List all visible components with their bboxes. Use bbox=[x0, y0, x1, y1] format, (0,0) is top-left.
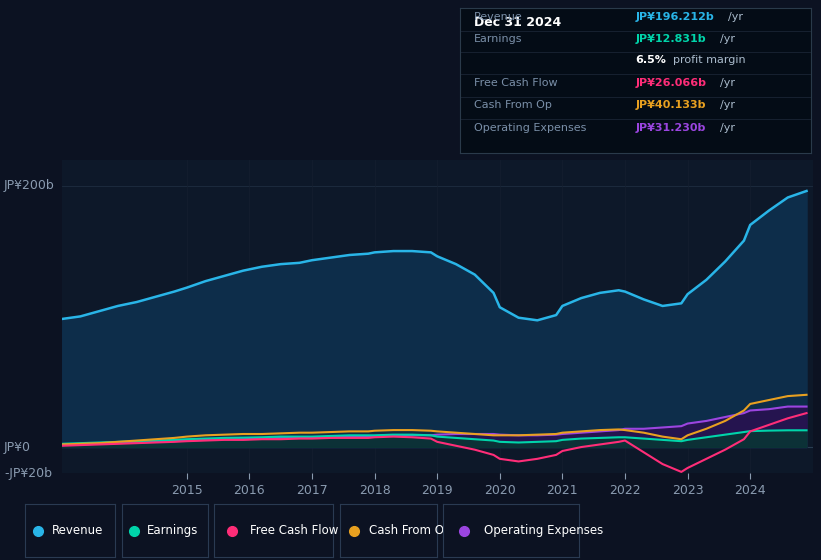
Text: /yr: /yr bbox=[720, 123, 735, 133]
Text: Free Cash Flow: Free Cash Flow bbox=[250, 524, 338, 537]
Text: Revenue: Revenue bbox=[474, 12, 522, 22]
Text: Earnings: Earnings bbox=[148, 524, 199, 537]
Text: Operating Expenses: Operating Expenses bbox=[484, 524, 603, 537]
Text: JP¥26.066b: JP¥26.066b bbox=[635, 78, 706, 88]
Text: JP¥40.133b: JP¥40.133b bbox=[635, 100, 706, 110]
Text: Dec 31 2024: Dec 31 2024 bbox=[474, 16, 561, 29]
Text: Revenue: Revenue bbox=[52, 524, 103, 537]
Text: JP¥31.230b: JP¥31.230b bbox=[635, 123, 706, 133]
Text: profit margin: profit margin bbox=[673, 55, 746, 66]
Text: Cash From Op: Cash From Op bbox=[474, 100, 552, 110]
Text: Free Cash Flow: Free Cash Flow bbox=[474, 78, 557, 88]
Text: /yr: /yr bbox=[727, 12, 742, 22]
Text: JP¥0: JP¥0 bbox=[4, 441, 31, 454]
Text: Cash From Op: Cash From Op bbox=[369, 524, 452, 537]
Text: JP¥196.212b: JP¥196.212b bbox=[635, 12, 714, 22]
Text: JP¥12.831b: JP¥12.831b bbox=[635, 34, 706, 44]
Text: 6.5%: 6.5% bbox=[635, 55, 667, 66]
Text: JP¥200b: JP¥200b bbox=[4, 179, 55, 192]
Text: /yr: /yr bbox=[720, 78, 735, 88]
Text: Earnings: Earnings bbox=[474, 34, 522, 44]
Text: Operating Expenses: Operating Expenses bbox=[474, 123, 586, 133]
Text: /yr: /yr bbox=[720, 100, 735, 110]
Text: /yr: /yr bbox=[720, 34, 735, 44]
Text: -JP¥20b: -JP¥20b bbox=[4, 466, 52, 480]
